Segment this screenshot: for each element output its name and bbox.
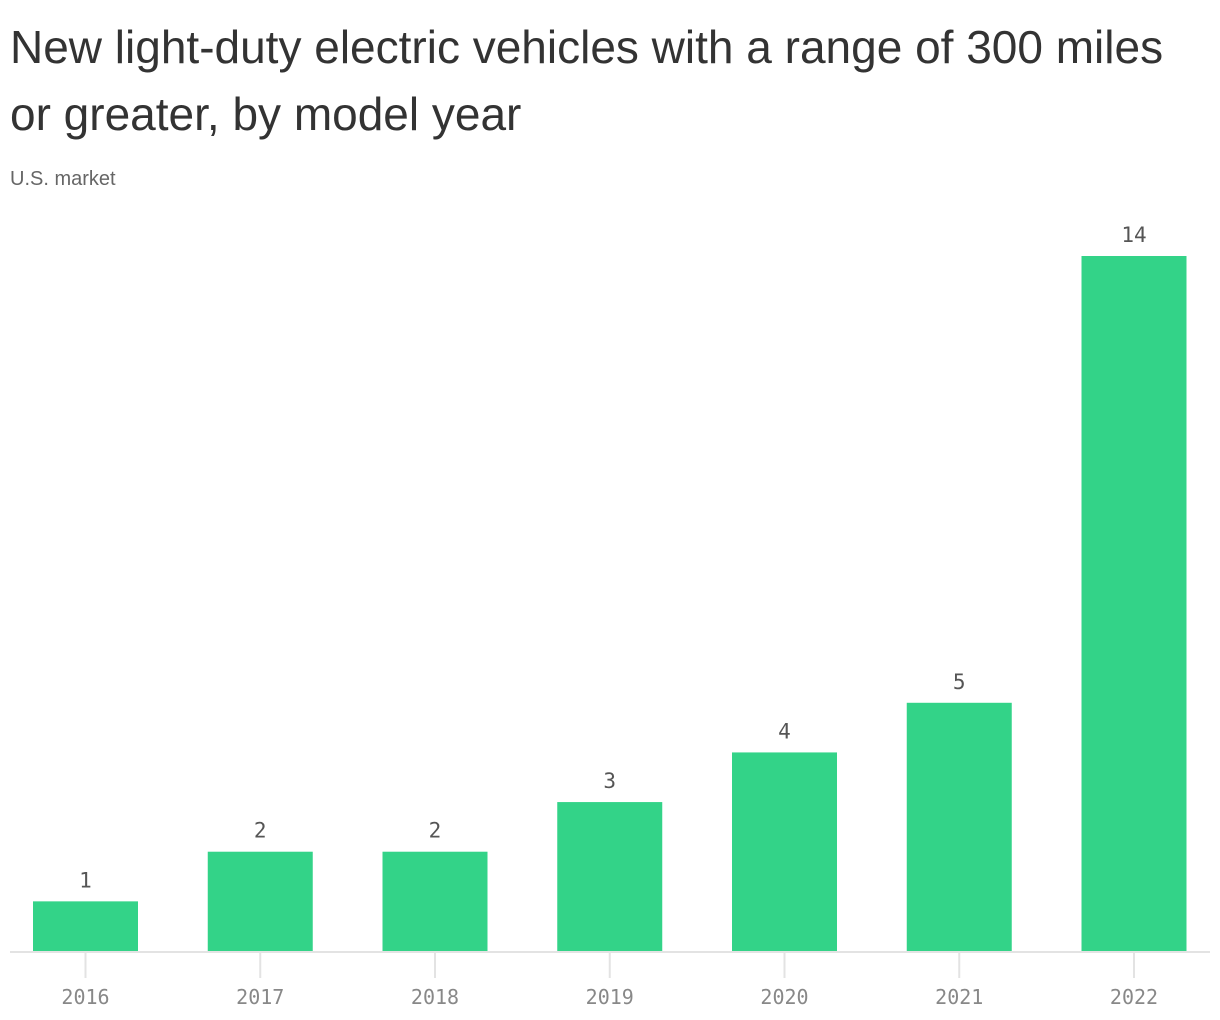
bar-2020 (732, 752, 837, 951)
x-tick-label-2020: 2020 (760, 985, 808, 1009)
bar-2022 (1081, 256, 1187, 951)
bar-2019 (557, 802, 663, 951)
x-tick-label-2017: 2017 (236, 985, 284, 1009)
x-tick-label-2016: 2016 (61, 985, 109, 1009)
bar-2016 (33, 901, 138, 951)
data-label-2019: 3 (603, 769, 616, 793)
data-label-2018: 2 (429, 819, 442, 843)
data-label-2021: 5 (953, 670, 966, 694)
bar-2017 (207, 851, 313, 951)
x-tick-label-2018: 2018 (411, 985, 459, 1009)
data-label-2020: 4 (778, 719, 791, 743)
data-label-2016: 1 (79, 868, 92, 892)
x-tick-label-2019: 2019 (586, 985, 634, 1009)
x-tick-label-2022: 2022 (1110, 985, 1158, 1009)
bar-2018 (382, 851, 488, 951)
chart-title: New light-duty electric vehicles with a … (10, 21, 1164, 140)
bar-2021 (906, 702, 1012, 951)
chart-subtitle: U.S. market (10, 168, 116, 190)
x-tick-label-2021: 2021 (935, 985, 983, 1009)
data-label-2017: 2 (254, 819, 267, 843)
data-label-2022: 14 (1121, 223, 1146, 247)
